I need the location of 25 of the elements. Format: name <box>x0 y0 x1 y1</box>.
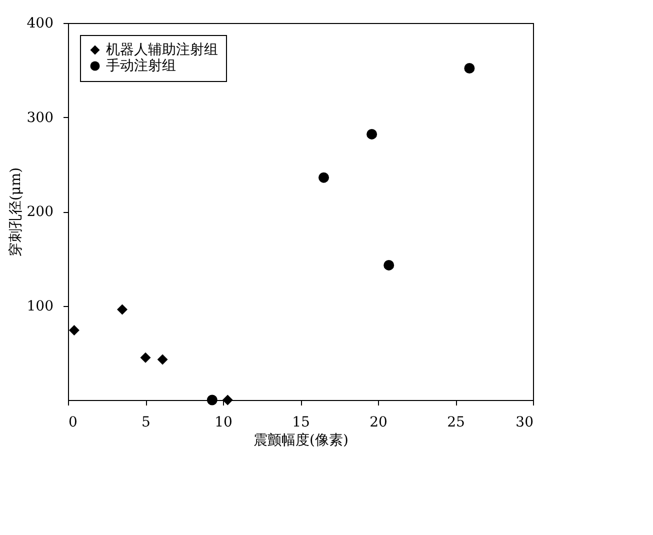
x-tick-label: 20 <box>370 414 388 430</box>
point <box>366 128 378 140</box>
x-tick-label: 10 <box>214 414 232 430</box>
y-tick-label: 400 <box>26 16 54 32</box>
point <box>206 394 218 406</box>
x-tick-label: 30 <box>516 414 534 430</box>
y-tick-label: 100 <box>26 298 54 314</box>
point <box>68 325 80 336</box>
point <box>140 352 151 363</box>
y-tick-label: 300 <box>26 110 54 126</box>
y-tick-label: 200 <box>26 204 54 220</box>
legend-label: 手动注射组 <box>106 58 176 74</box>
legend-label: 机器人辅助注射组 <box>106 42 218 58</box>
x-tick-label: 0 <box>68 414 78 430</box>
point <box>117 304 128 315</box>
x-tick-label: 25 <box>447 414 465 430</box>
x-tick-label: 15 <box>292 414 310 430</box>
point <box>384 260 394 270</box>
y-axis-title: 穿刺孔径(μm) <box>8 167 24 257</box>
point <box>318 172 329 183</box>
point <box>157 354 168 365</box>
x-tick-label: 5 <box>142 414 150 430</box>
point <box>222 394 233 406</box>
x-axis-title: 震颤幅度(像素) <box>254 432 348 448</box>
point <box>464 63 475 74</box>
